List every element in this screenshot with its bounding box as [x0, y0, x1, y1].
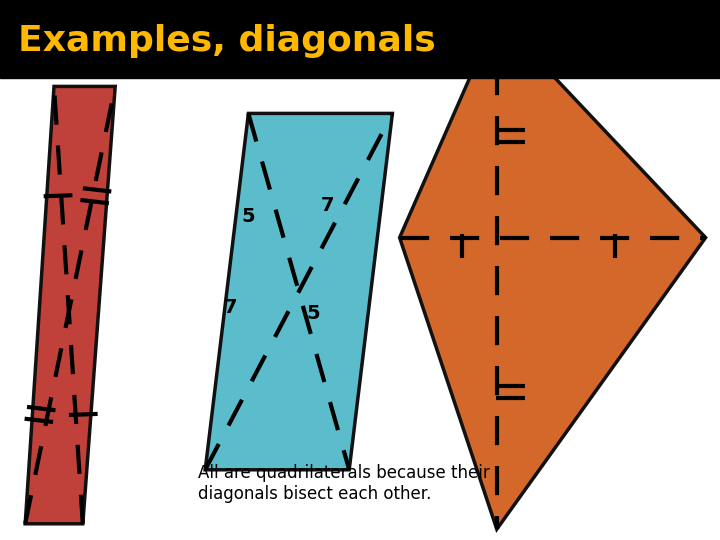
Polygon shape — [25, 86, 115, 524]
Text: 7: 7 — [224, 298, 237, 318]
Text: 5: 5 — [242, 206, 255, 226]
Text: 5: 5 — [307, 303, 320, 323]
FancyBboxPatch shape — [0, 0, 720, 78]
Text: All are quadrilaterals because their
diagonals bisect each other.: All are quadrilaterals because their dia… — [198, 464, 490, 503]
Polygon shape — [205, 113, 392, 470]
Polygon shape — [400, 16, 706, 529]
Text: Examples, diagonals: Examples, diagonals — [18, 24, 436, 57]
Text: 7: 7 — [321, 195, 334, 215]
